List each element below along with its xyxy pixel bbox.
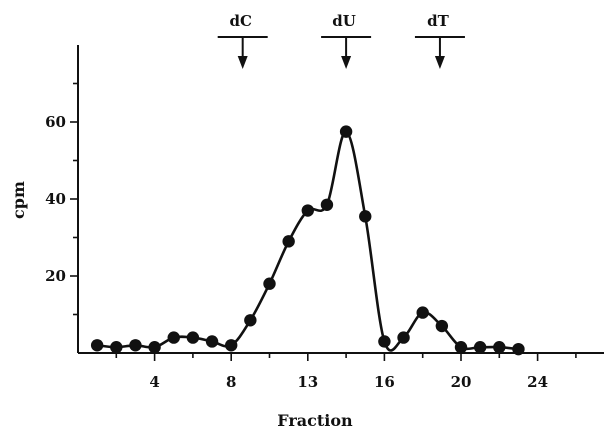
y-axis-ticks: 20 40 60	[45, 82, 78, 316]
data-point	[378, 335, 391, 348]
y-tick-label: 60	[45, 113, 66, 131]
data-point	[148, 341, 161, 354]
data-point	[320, 198, 334, 211]
data-point	[473, 341, 487, 354]
data-point	[263, 277, 276, 290]
data-point	[454, 341, 468, 354]
data-point	[339, 125, 353, 138]
data-points	[90, 125, 525, 356]
x-axis-title: Fraction	[277, 411, 353, 429]
data-point	[301, 204, 314, 217]
x-tick-label: 16	[374, 373, 395, 391]
y-tick-label: 40	[45, 190, 66, 208]
marker-dc: dC	[217, 12, 268, 69]
data-point	[435, 319, 449, 333]
x-tick-label: 13	[297, 373, 318, 391]
nucleoside-markers: dC dU dT	[217, 12, 465, 69]
marker-dt: dT	[414, 12, 465, 69]
data-point	[167, 331, 180, 344]
marker-label: dC	[229, 12, 251, 30]
data-point	[416, 306, 429, 319]
x-tick-label: 20	[451, 373, 472, 391]
marker-arrowhead	[434, 56, 445, 69]
data-point	[512, 342, 525, 356]
data-point	[282, 235, 295, 248]
x-tick-label: 4	[149, 373, 159, 391]
data-point	[493, 341, 506, 354]
x-tick-label: 24	[527, 373, 548, 391]
data-point	[110, 341, 123, 354]
marker-arrowhead	[237, 56, 248, 69]
series-line	[97, 130, 519, 352]
x-tick-label: 8	[226, 373, 236, 391]
data-point	[90, 339, 104, 352]
y-axis-title: cpm	[9, 181, 28, 219]
y-tick-label: 20	[45, 267, 66, 285]
data-point	[129, 339, 142, 352]
marker-du: dU	[321, 12, 372, 69]
data-point	[205, 335, 219, 348]
data-point	[397, 331, 410, 344]
data-point	[186, 331, 200, 344]
marker-arrowhead	[341, 56, 352, 69]
data-point	[225, 339, 238, 352]
marker-label: dT	[427, 12, 449, 30]
marker-label: dU	[332, 12, 356, 30]
data-point	[244, 314, 257, 327]
data-point	[359, 210, 372, 223]
x-axis-ticks: 4 8 13 16 20 24	[115, 353, 577, 391]
